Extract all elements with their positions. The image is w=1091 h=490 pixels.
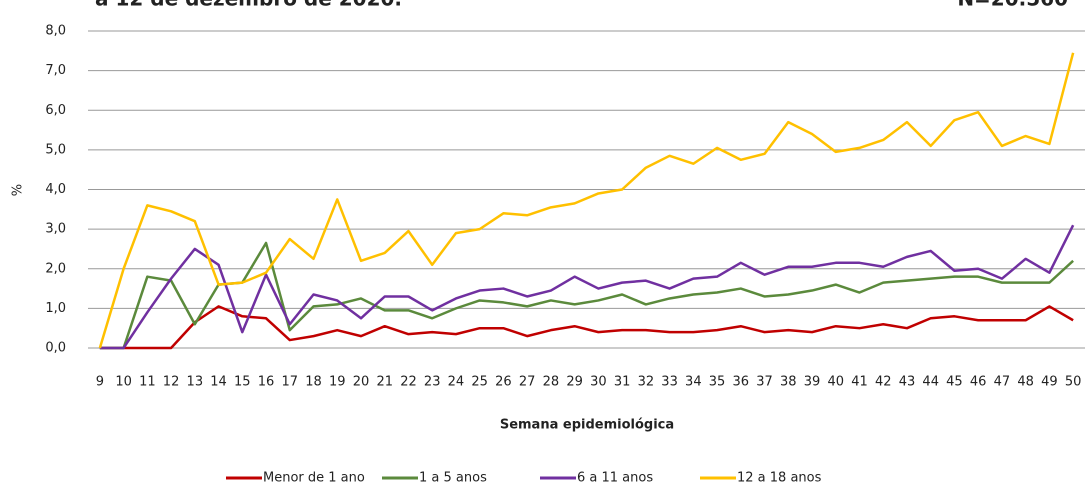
x-tick-label: 11: [139, 375, 156, 390]
x-tick-label: 15: [234, 375, 251, 390]
x-tick-label: 36: [733, 375, 750, 390]
x-tick-label: 14: [210, 375, 227, 390]
y-tick-label: 5,0: [45, 142, 66, 157]
x-tick-label: 26: [495, 375, 512, 390]
x-tick-label: 24: [448, 375, 465, 390]
x-tick-label: 43: [899, 375, 916, 390]
line-series: [98, 52, 1075, 349]
x-tick-label: 25: [471, 375, 488, 390]
chart-subtitle: a 12 de dezembro de 2020.: [95, 0, 402, 11]
line-series: [99, 305, 1074, 350]
x-tick-label: 50: [1065, 375, 1082, 390]
x-tick-label: 28: [543, 375, 560, 390]
y-tick-label: 1,0: [45, 301, 66, 316]
x-tick-label: 30: [590, 375, 607, 390]
x-axis-label: Semana epidemiológica: [500, 418, 674, 433]
x-tick-label: 19: [329, 375, 346, 390]
x-tick-label: 37: [756, 375, 773, 390]
x-tick-label: 47: [994, 375, 1011, 390]
x-tick-label: 27: [519, 375, 536, 390]
x-tick-label: 13: [187, 375, 204, 390]
y-tick-label: 8,0: [45, 24, 66, 39]
x-tick-label: 41: [851, 375, 868, 390]
legend-label: 6 a 11 anos: [577, 471, 653, 486]
x-tick-label: 17: [282, 375, 299, 390]
x-tick-label: 18: [305, 375, 322, 390]
line-series: [99, 241, 1074, 350]
y-tick-label: 4,0: [45, 182, 66, 197]
x-tick-label: 40: [827, 375, 844, 390]
y-axis-label: %: [11, 184, 26, 196]
x-tick-label: 48: [1017, 375, 1034, 390]
x-tick-label: 35: [709, 375, 726, 390]
y-tick-label: 0,0: [45, 341, 66, 356]
x-tick-label: 20: [353, 375, 370, 390]
x-tick-label: 33: [661, 375, 678, 390]
x-tick-label: 46: [970, 375, 987, 390]
chart-note: N=20.560: [957, 0, 1068, 11]
x-tick-label: 34: [685, 375, 702, 390]
x-tick-label: 21: [376, 375, 393, 390]
y-tick-label: 2,0: [45, 261, 66, 276]
legend-label: 1 a 5 anos: [419, 471, 487, 486]
y-tick-label: 6,0: [45, 103, 66, 118]
x-tick-label: 12: [163, 375, 180, 390]
x-tick-label: 45: [946, 375, 963, 390]
y-tick-label: 3,0: [45, 222, 66, 237]
x-tick-label: 42: [875, 375, 892, 390]
x-tick-label: 39: [804, 375, 821, 390]
legend-label: Menor de 1 ano: [263, 471, 365, 486]
x-tick-label: 23: [424, 375, 441, 390]
x-tick-label: 32: [638, 375, 655, 390]
legend-label: 12 a 18 anos: [737, 471, 822, 486]
x-tick-label: 31: [614, 375, 631, 390]
x-tick-label: 38: [780, 375, 797, 390]
x-tick-label: 9: [96, 375, 104, 390]
y-tick-label: 7,0: [45, 63, 66, 78]
x-tick-label: 10: [115, 375, 132, 390]
x-tick-label: 29: [566, 375, 583, 390]
x-tick-label: 44: [922, 375, 939, 390]
x-tick-label: 22: [400, 375, 417, 390]
x-tick-label: 16: [258, 375, 275, 390]
line-series: [99, 224, 1075, 350]
x-tick-label: 49: [1041, 375, 1058, 390]
